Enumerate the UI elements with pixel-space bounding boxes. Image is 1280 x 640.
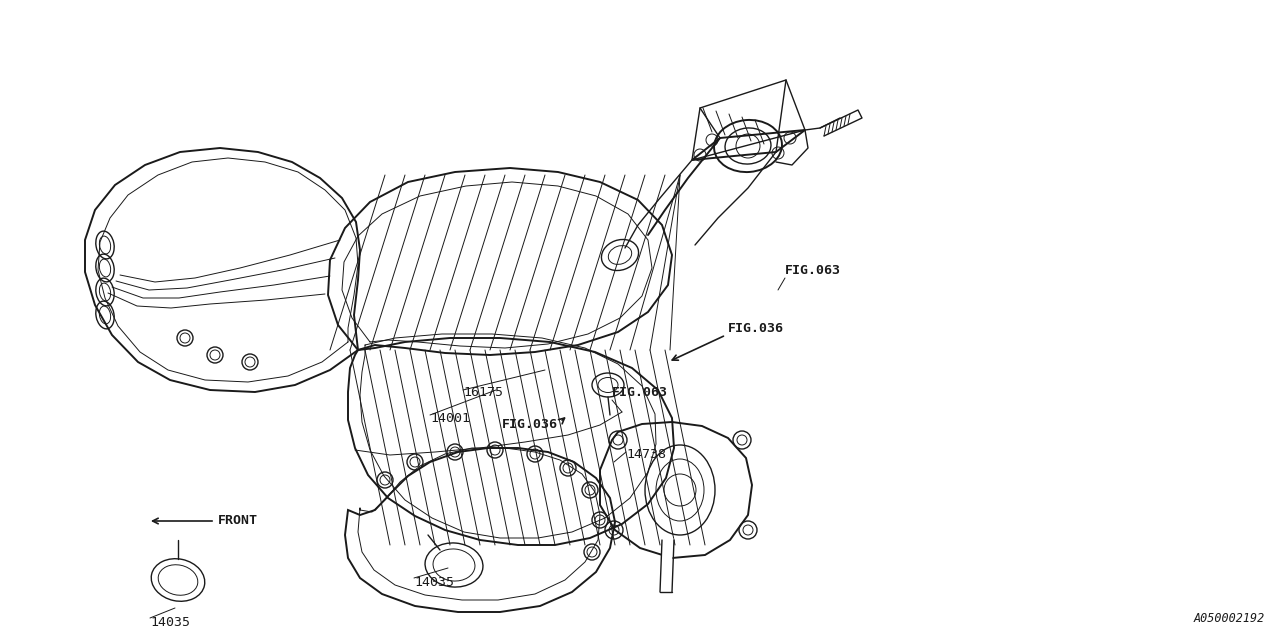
Text: 14001: 14001 xyxy=(430,412,470,424)
Text: 14035: 14035 xyxy=(413,575,454,589)
Text: FRONT: FRONT xyxy=(218,515,259,527)
Text: FIG.036: FIG.036 xyxy=(728,321,783,335)
Text: FIG.063: FIG.063 xyxy=(785,264,841,276)
Text: FIG.036: FIG.036 xyxy=(502,419,558,431)
Text: 14035: 14035 xyxy=(150,616,189,628)
Text: 14738: 14738 xyxy=(626,449,666,461)
Text: A050002192: A050002192 xyxy=(1194,612,1265,625)
Text: 16175: 16175 xyxy=(463,387,503,399)
Text: FIG.063: FIG.063 xyxy=(612,387,668,399)
